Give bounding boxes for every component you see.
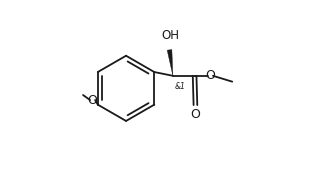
Text: O: O xyxy=(205,69,215,82)
Polygon shape xyxy=(167,50,173,76)
Text: OH: OH xyxy=(161,29,179,42)
Text: O: O xyxy=(88,94,98,107)
Text: O: O xyxy=(191,108,200,121)
Text: &1: &1 xyxy=(174,82,185,91)
